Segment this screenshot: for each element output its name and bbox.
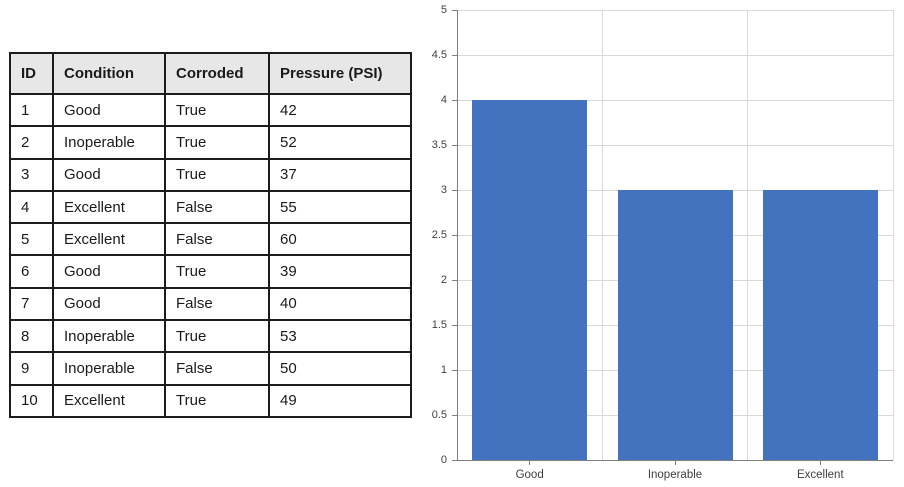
table-cell: Inoperable <box>52 319 166 354</box>
table-body: 1 Good True 42 2 Inoperable True 52 3 Good True 37 4… <box>9 92 412 418</box>
table-cell: 10 <box>9 383 54 418</box>
y-tick-label: 0.5 <box>431 408 447 421</box>
table-cell: Excellent <box>52 383 166 418</box>
table-cell: 40 <box>268 286 412 322</box>
table-cell: False <box>164 189 270 225</box>
y-tick-label: 4.5 <box>431 48 447 61</box>
x-tick-label: Inoperable <box>647 469 703 481</box>
table-cell: False <box>164 351 270 386</box>
x-axis-tick <box>819 461 821 465</box>
table-cell: 55 <box>268 189 412 225</box>
y-tick-label: 0 <box>440 453 447 466</box>
table-row: 8 Inoperable True 53 <box>9 319 412 354</box>
y-axis-tick <box>452 279 457 281</box>
table-cell: Good <box>52 157 166 192</box>
gridline-vertical <box>892 10 894 460</box>
gridline-horizontal <box>457 54 893 56</box>
table-cell: Good <box>52 286 166 322</box>
y-axis-tick <box>452 234 457 236</box>
table-cell: 5 <box>9 222 54 257</box>
table-cell: Inoperable <box>52 351 166 386</box>
table-cell: True <box>164 254 270 289</box>
y-tick-label: 3 <box>440 183 447 196</box>
y-axis-tick <box>452 459 457 461</box>
table-cell: Good <box>52 92 166 128</box>
table-cell: 42 <box>268 92 412 128</box>
y-tick-label: 2.5 <box>431 228 447 241</box>
y-tick-label: 3.5 <box>431 138 447 151</box>
table-cell: 6 <box>9 254 54 289</box>
y-axis-tick <box>452 144 457 146</box>
table-row: 3 Good True 37 <box>9 157 412 192</box>
table-cell: 50 <box>268 351 412 386</box>
table-cell: 60 <box>268 222 412 257</box>
column-header-id: ID <box>9 52 54 95</box>
table-cell: 49 <box>268 383 412 418</box>
y-axis-tick <box>452 9 457 11</box>
table-cell: 9 <box>9 351 54 386</box>
column-header-corroded: Corroded <box>164 52 270 95</box>
table-cell: 8 <box>9 319 54 354</box>
x-axis-tick <box>529 461 531 465</box>
gridline-horizontal <box>457 144 893 146</box>
column-header-pressure: Pressure (PSI) <box>268 52 412 95</box>
x-axis-line <box>457 460 893 461</box>
table-cell: 4 <box>9 189 54 225</box>
table-row: 4 Excellent False 55 <box>9 189 412 225</box>
table-cell: True <box>164 319 270 354</box>
y-tick-label: 5 <box>440 3 447 16</box>
gridline-vertical <box>747 10 749 460</box>
y-axis-tick <box>452 189 457 191</box>
y-tick-label: 1 <box>440 363 447 376</box>
table-row: 10 Excellent True 49 <box>9 383 412 418</box>
table-cell: True <box>164 125 270 160</box>
x-tick-label: Excellent <box>796 469 844 481</box>
y-axis-tick <box>452 99 457 101</box>
y-tick-label: 1.5 <box>431 318 447 331</box>
table-cell: Good <box>52 254 166 289</box>
y-tick-label: 2 <box>440 273 447 286</box>
table-cell: 39 <box>268 254 412 289</box>
table-cell: Excellent <box>52 222 166 257</box>
gridline-horizontal <box>457 9 893 11</box>
table-cell: True <box>164 157 270 192</box>
table-header-row: ID Condition Corroded Pressure (PSI) <box>9 52 412 95</box>
y-axis-tick <box>452 54 457 56</box>
table-cell: 52 <box>268 125 412 160</box>
table-cell: 1 <box>9 92 54 128</box>
gridline-horizontal <box>457 99 893 101</box>
table-row: 1 Good True 42 <box>9 92 412 128</box>
table-cell: True <box>164 92 270 128</box>
table-row: 7 Good False 40 <box>9 286 412 322</box>
column-header-condition: Condition <box>52 52 166 95</box>
y-tick-label: 4 <box>440 93 447 106</box>
x-tick-label: Good <box>515 469 544 481</box>
table-cell: False <box>164 286 270 322</box>
bar-excellent <box>762 190 878 460</box>
y-axis-tick <box>452 414 457 416</box>
table-cell: 7 <box>9 286 54 322</box>
table-cell: False <box>164 222 270 257</box>
pressure-table: ID Condition Corroded Pressure (PSI) 1 Go… <box>9 52 412 418</box>
x-axis-tick <box>674 461 676 465</box>
bar-good <box>472 100 588 460</box>
table-cell: Inoperable <box>52 125 166 160</box>
table-cell: 37 <box>268 157 412 192</box>
table-cell: 53 <box>268 319 412 354</box>
y-axis-tick <box>452 369 457 371</box>
table-row: 6 Good True 39 <box>9 254 412 289</box>
gridline-vertical <box>601 10 603 460</box>
table-row: 9 Inoperable False 50 <box>9 351 412 386</box>
y-axis-line <box>457 10 458 460</box>
y-axis-tick <box>452 324 457 326</box>
table-row: 5 Excellent False 60 <box>9 222 412 257</box>
table-cell: 3 <box>9 157 54 192</box>
table-cell: True <box>164 383 270 418</box>
table-cell: 2 <box>9 125 54 160</box>
bar-inoperable <box>617 190 733 460</box>
table-row: 2 Inoperable True 52 <box>9 125 412 160</box>
table-cell: Excellent <box>52 189 166 225</box>
